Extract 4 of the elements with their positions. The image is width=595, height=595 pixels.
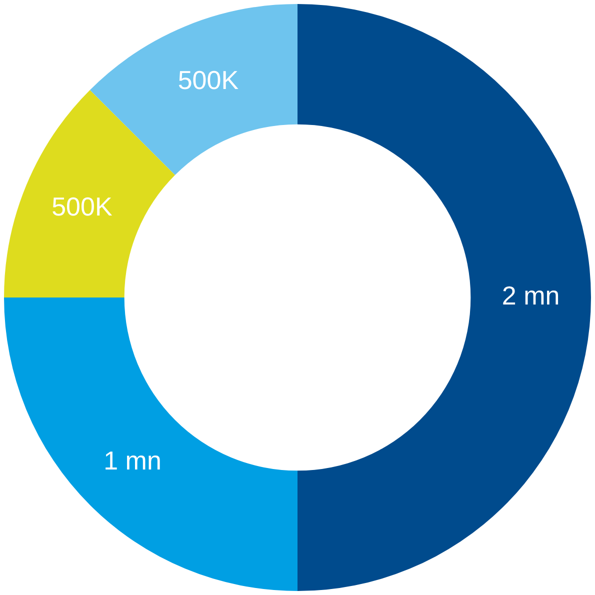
data-label: 500K bbox=[52, 191, 113, 222]
data-label: 1 mn bbox=[104, 446, 162, 476]
data-label: 2 mn bbox=[502, 280, 560, 311]
data-label: 500K bbox=[178, 65, 240, 96]
